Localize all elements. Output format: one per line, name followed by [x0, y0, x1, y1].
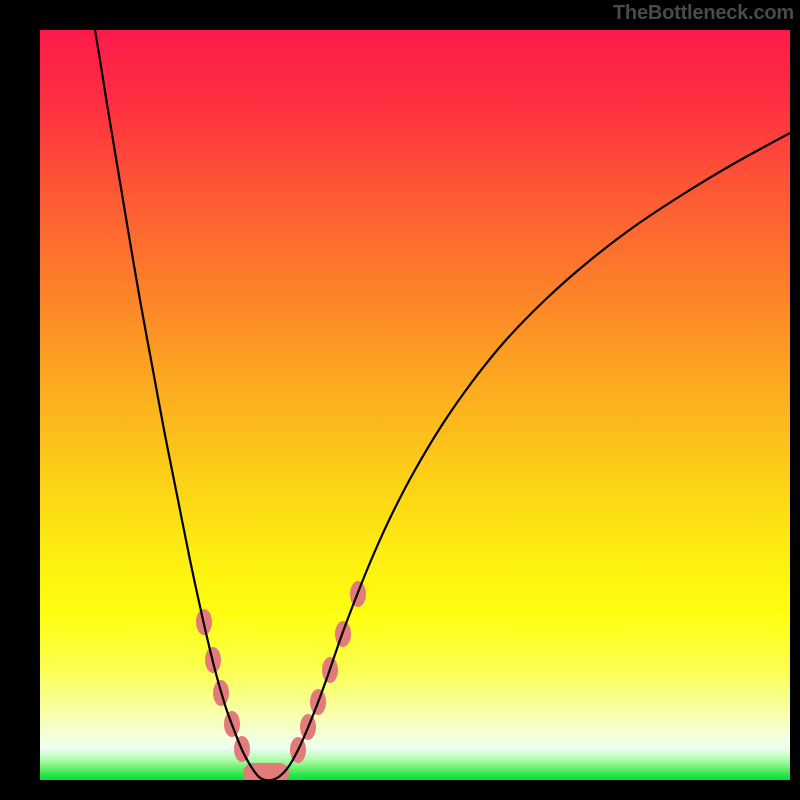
watermark-text: TheBottleneck.com: [613, 2, 794, 25]
bottleneck-chart: [0, 0, 800, 800]
plot-background-gradient: [40, 30, 790, 780]
